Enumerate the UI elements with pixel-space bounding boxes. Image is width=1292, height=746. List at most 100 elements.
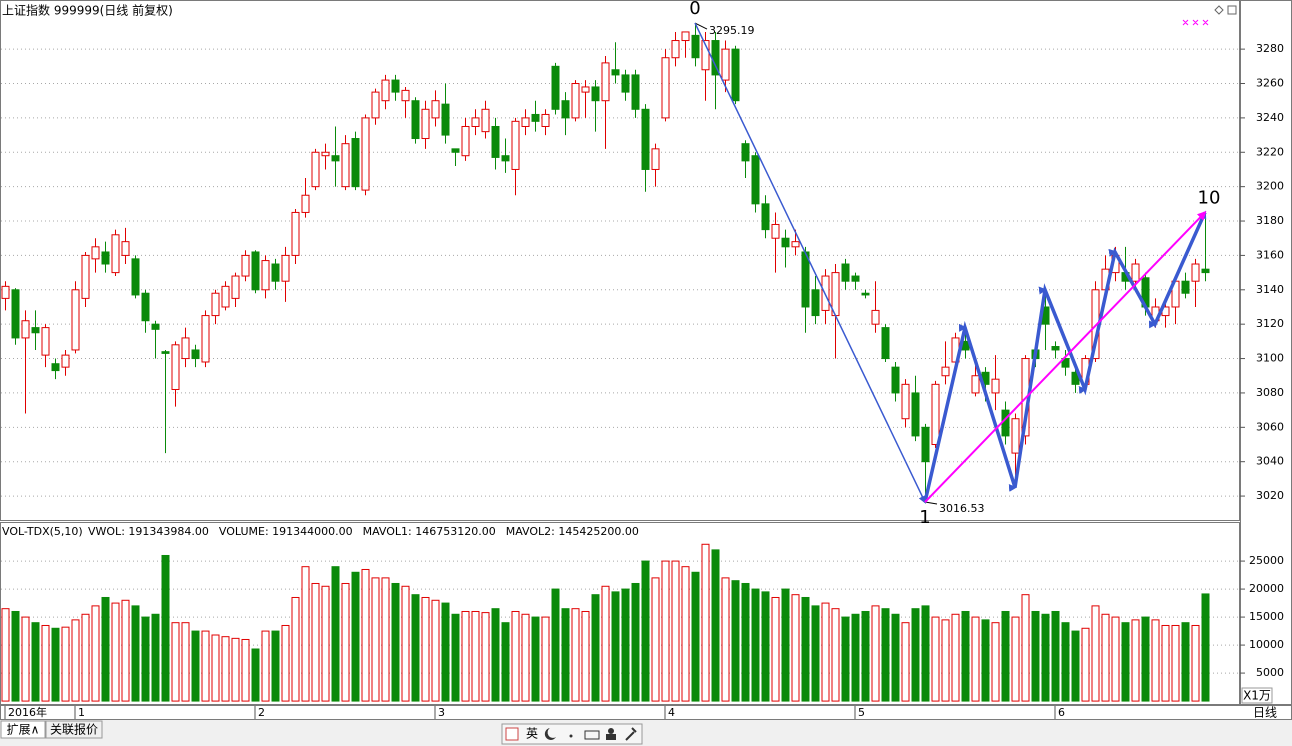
volume-bar: [341, 582, 350, 702]
candle-body: [811, 289, 820, 317]
candle-body: [521, 117, 530, 127]
candle-body: [71, 289, 80, 351]
volume-bar: [361, 568, 370, 702]
y-tick-label: 3220: [1256, 145, 1284, 158]
volume-bar: [11, 610, 20, 702]
volume-bar: [71, 619, 80, 702]
y-tick-label: 3160: [1256, 248, 1284, 261]
candle-body: [691, 34, 700, 59]
candle-body: [141, 292, 150, 322]
candle-body: [761, 203, 770, 231]
volume-bar: [991, 622, 1000, 702]
volume-bar: [221, 636, 230, 702]
volume-bar: [931, 616, 940, 702]
tab[interactable]: [45, 720, 103, 739]
candle-body: [1131, 263, 1140, 282]
volume-bar: [791, 594, 800, 702]
candle-body: [391, 79, 400, 93]
volume-bar: [601, 585, 610, 702]
candle-body: [401, 89, 410, 102]
y-tick-label: 3100: [1256, 352, 1284, 365]
candle-body: [971, 375, 980, 394]
candle-body: [261, 260, 270, 291]
volume-bar: [1111, 616, 1120, 702]
volume-bar: [1131, 619, 1140, 702]
volume-bar: [651, 577, 660, 702]
candle-body: [491, 125, 500, 158]
volume-bar: [1091, 605, 1100, 702]
candle-body: [291, 211, 300, 256]
candle-body: [461, 125, 470, 157]
volume-panel: [0, 522, 1240, 705]
ime-toolbar[interactable]: [501, 723, 643, 745]
leader-line: [924, 501, 938, 505]
tab-label[interactable]: 关联报价: [50, 722, 98, 737]
volume-bar: [981, 619, 990, 702]
candle-body: [81, 254, 90, 299]
candle-body: [11, 289, 20, 339]
volume-bar: [521, 613, 530, 702]
candle-body: [681, 31, 690, 42]
volume-bar: [351, 571, 360, 702]
window-icons[interactable]: [1182, 5, 1237, 26]
price-panel: [0, 0, 1240, 521]
candle-body: [91, 246, 100, 260]
volume-bar: [941, 619, 950, 702]
high-label: 3295.19: [709, 24, 755, 37]
volume-bar: [861, 610, 870, 702]
candle-body: [861, 292, 870, 296]
volume-bar: [1021, 594, 1030, 702]
candle-body: [191, 349, 200, 360]
tab[interactable]: [0, 720, 46, 739]
y-tick-label: 15000: [1249, 610, 1284, 623]
volume-bar: [591, 594, 600, 702]
candle-body: [31, 327, 40, 334]
candle-body: [511, 120, 520, 170]
volume-bar: [551, 588, 560, 702]
unit-box: [1241, 687, 1273, 704]
candle-body: [221, 285, 230, 308]
legend-entry: VWOL: 191343984.00: [88, 525, 209, 538]
volume-bar: [1161, 624, 1170, 702]
candle-body: [321, 151, 330, 157]
volume-bar: [391, 582, 400, 702]
low-label: 3016.53: [939, 502, 985, 515]
volume-bar: [61, 626, 70, 702]
volume-bar: [441, 602, 450, 702]
volume-bar: [561, 608, 570, 702]
candle-body: [931, 383, 940, 446]
candle-body: [731, 48, 740, 102]
candle-body: [871, 309, 880, 325]
volume-bar: [91, 605, 100, 702]
candle-body: [131, 258, 140, 296]
ime-mode[interactable]: 英: [526, 727, 538, 741]
indicator-title: VOL-TDX(5,10): [2, 525, 83, 538]
volume-bar: [481, 612, 490, 702]
candle-body: [311, 151, 320, 188]
wave-label: 1: [919, 507, 930, 528]
candle-body: [441, 103, 450, 136]
y-tick-label: 3120: [1256, 317, 1284, 330]
x-tick-label: 2016年: [8, 705, 47, 719]
volume-bar: [1121, 622, 1130, 702]
volume-bar: [771, 596, 780, 702]
volume-bar: [51, 627, 60, 702]
x-tick-label: 4: [668, 706, 675, 719]
chart-title: 上证指数 999999(日线 前复权): [2, 3, 173, 18]
volume-bar: [251, 648, 260, 702]
wave-label: 0: [689, 0, 700, 19]
candle-body: [381, 79, 390, 102]
volume-bar: [951, 613, 960, 702]
volume-bar: [541, 616, 550, 702]
candle-body: [361, 117, 370, 191]
volume-bar: [671, 560, 680, 702]
legend-entry: MAVOL1: 146753120.00: [363, 525, 496, 538]
candle-body: [911, 392, 920, 437]
volume-bar: [1031, 610, 1040, 702]
period-label[interactable]: 日线: [1253, 706, 1277, 720]
volume-bar: [21, 616, 30, 702]
volume-bar: [81, 613, 90, 702]
tab-label[interactable]: 扩展∧: [7, 723, 40, 737]
volume-bar: [751, 588, 760, 702]
volume-bar: [491, 608, 500, 702]
